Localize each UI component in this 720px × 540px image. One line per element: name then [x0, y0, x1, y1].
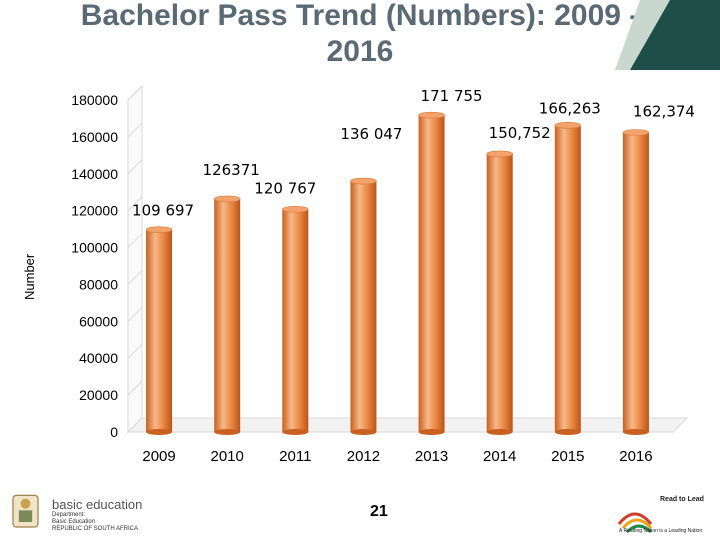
y-tick-line	[127, 417, 143, 433]
bar-top	[350, 177, 377, 185]
data-label: 126371	[203, 161, 260, 179]
dept-line-3: REPUBLIC OF SOUTH AFRICA	[52, 526, 139, 532]
title-line-2: 2016	[326, 35, 394, 68]
y-tick-line	[127, 233, 143, 248]
bar	[554, 122, 582, 435]
bar-top	[622, 129, 650, 136]
y-tick-label: 100000	[71, 240, 118, 256]
coat-of-arms-logo	[12, 494, 39, 528]
bar-base	[622, 429, 649, 435]
x-tick-label: 2009	[142, 448, 175, 465]
bar-top	[282, 205, 309, 213]
y-axis-label: Number	[22, 253, 37, 300]
bar-base	[486, 429, 513, 435]
bar-body	[622, 132, 649, 432]
read-to-lead-tagline: A Reading Nation is a Leading Nation	[619, 528, 703, 534]
data-label: 171 755	[421, 87, 483, 105]
dept-line-2: Basic Education	[52, 519, 96, 525]
y-tick-line	[127, 159, 143, 175]
bar	[145, 226, 173, 435]
bar-top	[486, 150, 513, 158]
bar-body	[554, 125, 581, 433]
side-wall	[127, 84, 143, 434]
floor	[126, 417, 689, 433]
y-tick-line	[127, 343, 143, 359]
y-tick-label: 20000	[79, 387, 118, 403]
bar-top	[213, 195, 241, 203]
data-label: 166,263	[539, 99, 601, 117]
department-logo-text: basic education Department: Basic Educat…	[52, 497, 142, 533]
bar-base	[146, 429, 173, 435]
read-to-lead-title: Read to Lead	[660, 496, 704, 503]
dept-line-1: Department:	[52, 512, 86, 518]
bar-base	[554, 429, 581, 435]
y-tick-label: 60000	[79, 313, 118, 329]
bar-body	[214, 198, 241, 432]
bar-body	[418, 115, 445, 432]
x-tick-label: 2015	[551, 448, 584, 465]
bar-body	[350, 181, 377, 432]
y-tick-label: 40000	[79, 350, 118, 366]
y-tick-label: 140000	[71, 166, 118, 182]
bar-body	[486, 153, 513, 433]
bar-top	[145, 226, 173, 233]
bar-top	[418, 111, 445, 119]
read-to-lead-logo	[617, 512, 653, 534]
bar-base	[282, 429, 309, 435]
bar	[418, 111, 445, 435]
y-tick-label: 120000	[71, 203, 118, 219]
x-tick-label: 2012	[347, 448, 380, 465]
data-label: 136 047	[340, 125, 402, 143]
bar	[350, 177, 377, 435]
corner-decoration	[615, 0, 720, 70]
bar	[213, 195, 241, 435]
bar-base	[214, 429, 241, 435]
y-tick-line	[127, 306, 143, 322]
x-tick-label: 2013	[415, 448, 448, 465]
y-tick-label: 0	[110, 424, 118, 440]
y-tick-line	[127, 196, 143, 212]
data-label: 150,752	[489, 124, 551, 142]
bar	[622, 129, 650, 435]
bar-top	[554, 122, 582, 129]
y-tick-line	[127, 122, 143, 138]
dept-main-text: basic education	[52, 497, 143, 512]
page-title: Bachelor Pass Trend (Numbers): 2009 - 20…	[20, 0, 700, 70]
bar-base	[350, 429, 377, 435]
x-tick-label: 2011	[279, 448, 311, 465]
bar-base	[418, 429, 445, 435]
x-tick-label: 2016	[619, 448, 652, 465]
data-label: 109 697	[132, 202, 194, 220]
x-tick-label: 2010	[211, 448, 244, 465]
y-tick-label: 160000	[71, 129, 118, 145]
y-tick-label: 180000	[71, 92, 118, 108]
data-label: 162,374	[633, 103, 695, 121]
page-number: 21	[370, 503, 388, 520]
data-label: 120 767	[254, 179, 316, 197]
bar	[282, 205, 309, 435]
y-tick-line	[127, 85, 143, 101]
title-line-1: Bachelor Pass Trend (Numbers): 2009 -	[80, 0, 640, 32]
bar-body	[282, 209, 309, 432]
x-tick-label: 2014	[483, 448, 516, 465]
bar-chart: 0 20000 40000 60000 80000 100000 120000 140000 1…	[71, 84, 695, 465]
bar-body	[146, 229, 173, 432]
y-tick-label: 80000	[79, 276, 118, 292]
y-tick-line	[127, 270, 143, 285]
bar	[486, 150, 513, 435]
y-tick-line	[127, 380, 143, 396]
